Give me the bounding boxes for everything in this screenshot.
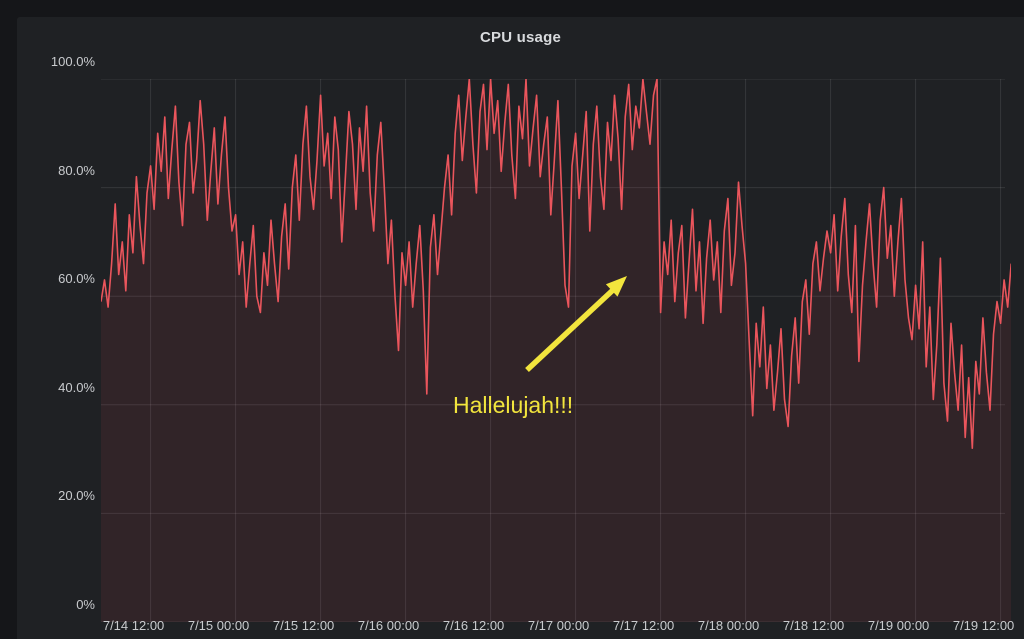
- panel-header[interactable]: CPU usage: [17, 17, 1024, 57]
- x-tick-label: 7/19 12:00: [952, 618, 1015, 633]
- cpu-series-line: [101, 79, 1011, 450]
- panel-title: CPU usage: [480, 28, 561, 46]
- y-tick-label: 60.0%: [58, 271, 95, 287]
- x-tick-label: 7/17 00:00: [527, 618, 590, 633]
- x-tick-label: 7/18 12:00: [782, 618, 845, 633]
- y-tick-label: 40.0%: [58, 379, 95, 395]
- cpu-usage-chart[interactable]: [101, 79, 1011, 622]
- x-tick-label: 7/14 12:00: [102, 618, 165, 633]
- x-tick-label: 7/15 12:00: [272, 618, 335, 633]
- x-tick-label: 7/16 00:00: [357, 618, 420, 633]
- x-tick-label: 7/18 00:00: [697, 618, 760, 633]
- annotation-label: Hallelujah!!!: [453, 392, 574, 418]
- x-tick-label: 7/17 12:00: [612, 618, 675, 633]
- y-tick-label: 100.0%: [50, 54, 95, 69]
- y-tick-label: 0%: [76, 597, 95, 612]
- y-tick-label: 20.0%: [58, 488, 95, 504]
- cpu-series-fill: [101, 79, 1011, 622]
- cpu-usage-panel: CPU usage 0% 20.0% 40.0% 60.0% 80.0% 100.0% 7…: [17, 17, 1024, 639]
- gridlines: [101, 79, 1005, 622]
- y-tick-label: 80.0%: [58, 162, 95, 178]
- x-tick-label: 7/16 12:00: [442, 618, 505, 633]
- x-tick-label: 7/15 00:00: [187, 618, 250, 633]
- x-tick-label: 7/19 00:00: [867, 618, 930, 633]
